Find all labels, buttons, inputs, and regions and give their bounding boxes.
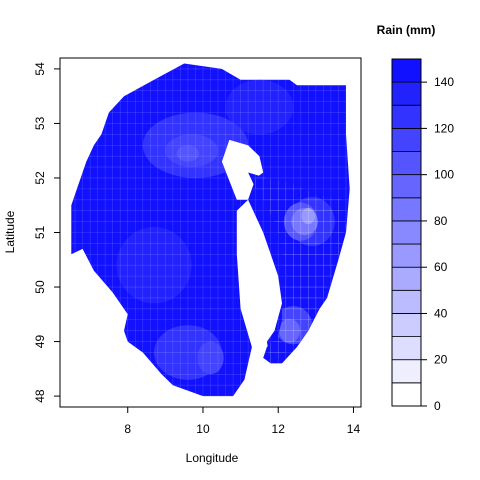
y-tick-label: 53 — [33, 116, 47, 130]
legend-tick-label: 100 — [434, 168, 454, 182]
y-axis: 48 49 50 51 52 53 54 — [33, 62, 60, 403]
contour-band-10 — [301, 207, 316, 225]
legend-frame — [391, 58, 422, 407]
y-tick-label: 52 — [33, 171, 47, 185]
legend-swatch — [391, 359, 422, 384]
legend-swatch — [391, 151, 422, 176]
legend-swatch — [391, 313, 422, 338]
legend-swatch — [391, 81, 422, 106]
legend-tick-label: 140 — [434, 75, 454, 89]
legend-swatch — [391, 220, 422, 245]
legend-swatch — [391, 197, 422, 222]
x-tick-label: 8 — [124, 422, 131, 436]
x-tick-label: 14 — [347, 422, 361, 436]
x-tick-label: 12 — [272, 422, 286, 436]
y-tick-label: 49 — [33, 335, 47, 349]
legend-tick-label: 0 — [434, 399, 441, 413]
contour-band-0 — [225, 79, 294, 135]
contour-band-4 — [116, 227, 192, 304]
interpolation-grid — [71, 63, 350, 397]
legend-tick-label: 80 — [434, 214, 448, 228]
x-axis-title: Longitude — [186, 451, 239, 465]
legend-tick-label: 60 — [434, 260, 448, 274]
legend-swatch — [391, 336, 422, 361]
legend-swatch — [391, 174, 422, 199]
legend-swatch — [391, 289, 422, 314]
contour-band-3 — [176, 145, 200, 162]
plot-area — [71, 63, 350, 397]
grid-lines-west — [71, 63, 350, 397]
legend-tick-label: 120 — [434, 121, 454, 135]
y-tick-label: 48 — [33, 389, 47, 403]
x-tick-label: 10 — [196, 422, 210, 436]
y-tick-label: 50 — [33, 280, 47, 294]
rain-region-west — [71, 63, 350, 397]
y-tick-label: 54 — [33, 62, 47, 76]
legend-swatch — [391, 382, 422, 407]
contour-band-6 — [197, 341, 224, 375]
legend-swatch — [391, 104, 422, 129]
x-axis: 8 10 12 14 — [124, 407, 360, 436]
y-tick-label: 51 — [33, 226, 47, 240]
legend-swatch — [391, 127, 422, 152]
legend-tick-label: 40 — [434, 306, 448, 320]
legend-tick-label: 20 — [434, 353, 448, 367]
legend-swatch — [391, 243, 422, 268]
y-axis-title: Latitude — [3, 210, 17, 253]
legend-swatch — [391, 58, 422, 83]
contour-band-12 — [279, 318, 300, 343]
color-legend: 0 20 40 60 80 100 120 140 — [391, 58, 454, 413]
legend-title: Rain (mm) — [377, 23, 436, 37]
legend-swatch — [391, 266, 422, 291]
